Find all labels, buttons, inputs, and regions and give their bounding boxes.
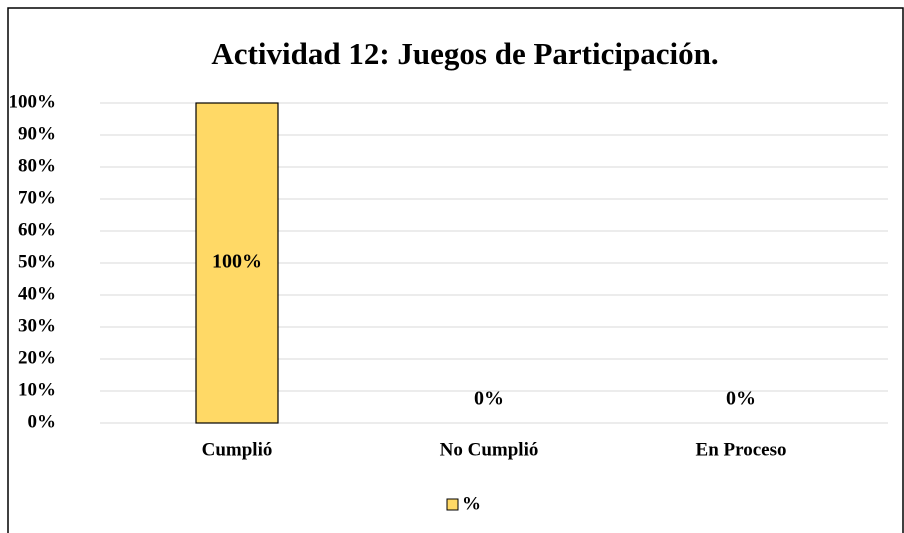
- y-tick-label: 20%: [18, 347, 56, 368]
- x-tick-label: En Proceso: [696, 439, 787, 460]
- data-label: 100%: [212, 251, 262, 273]
- bar: [195, 102, 279, 424]
- y-tick-label: 30%: [18, 315, 56, 336]
- y-tick-label: 0%: [28, 411, 57, 432]
- chart-title: Actividad 12: Juegos de Participación.: [211, 36, 718, 71]
- y-tick-label: 80%: [18, 155, 56, 176]
- x-tick-label: No Cumplió: [440, 439, 539, 460]
- legend-label: %: [462, 493, 481, 514]
- y-tick-label: 10%: [18, 379, 56, 400]
- data-label: 0%: [474, 388, 504, 410]
- y-tick-label: 60%: [18, 219, 56, 240]
- y-tick-label: 100%: [9, 91, 57, 112]
- y-tick-label: 40%: [18, 283, 56, 304]
- data-label: 0%: [726, 388, 756, 410]
- y-tick-label: 90%: [18, 123, 56, 144]
- y-tick-label: 50%: [18, 251, 56, 272]
- x-tick-label: Cumplió: [202, 439, 273, 460]
- legend-swatch: [446, 498, 459, 511]
- chart-frame: [7, 7, 904, 533]
- y-tick-label: 70%: [18, 187, 56, 208]
